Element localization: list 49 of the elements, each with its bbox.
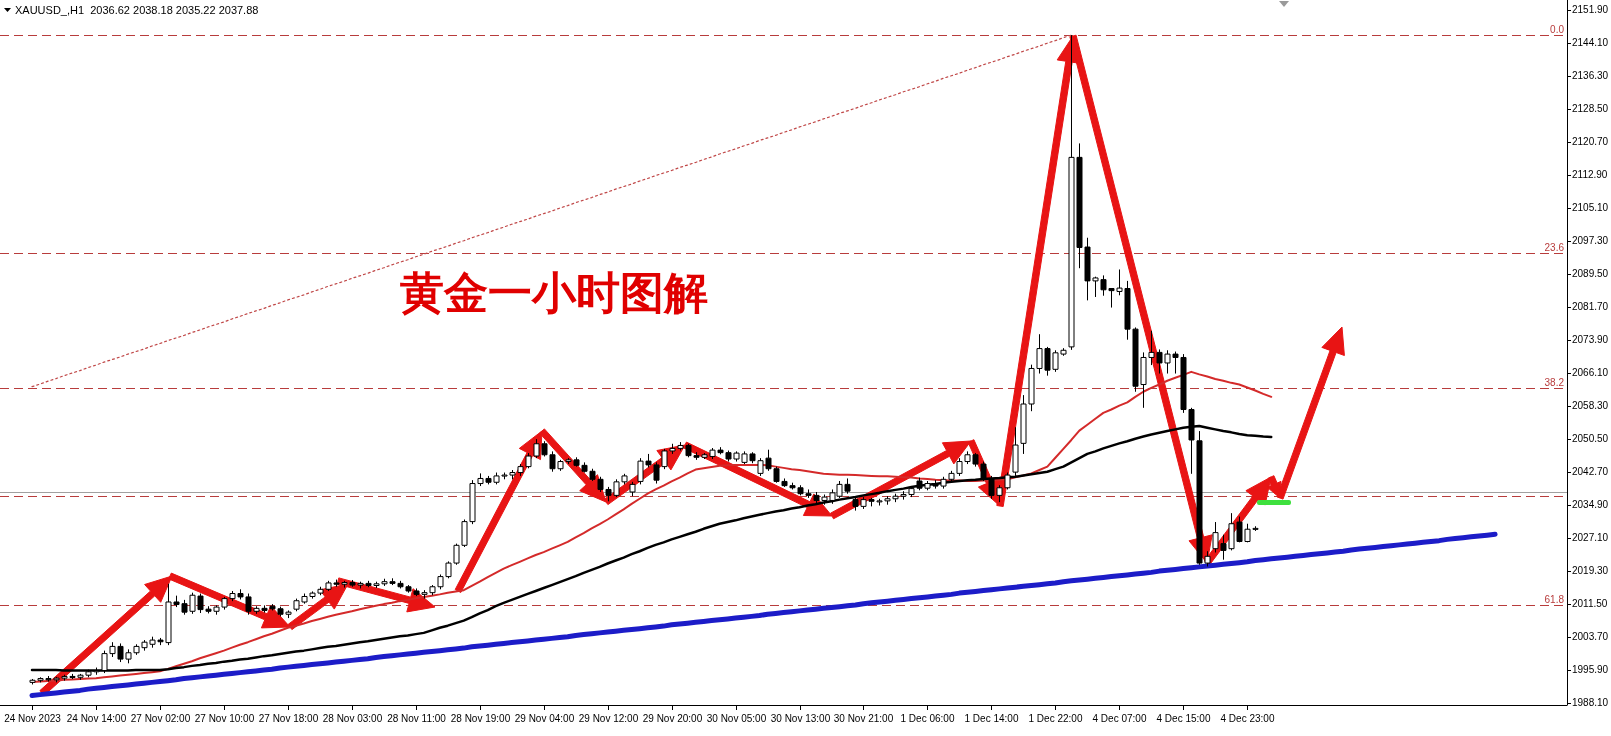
x-tick-label: 4 Dec 23:00 — [1220, 713, 1275, 724]
x-tick-label: 4 Dec 15:00 — [1156, 713, 1211, 724]
y-tick-label: 2066.10 — [1572, 367, 1609, 379]
annotation: 61.8 — [1544, 594, 1565, 606]
x-tick-label: 28 Nov 03:00 — [322, 713, 383, 724]
annotation: 0.0 — [1550, 24, 1565, 36]
y-tick-label: 2073.90 — [1572, 334, 1609, 346]
y-tick-label: 2050.50 — [1572, 433, 1609, 445]
y-tick-label: 2042.70 — [1572, 466, 1609, 478]
x-tick-label: 28 Nov 19:00 — [450, 713, 511, 724]
y-tick-label: 2097.30 — [1572, 235, 1609, 247]
y-tick-label: 2128.50 — [1572, 103, 1609, 115]
x-tick-label: 27 Nov 10:00 — [194, 713, 255, 724]
x-tick-label: 27 Nov 02:00 — [130, 713, 191, 724]
x-tick-label: 29 Nov 12:00 — [578, 713, 639, 724]
y-tick-label: 2011.50 — [1572, 598, 1608, 610]
candlestick — [629, 481, 636, 497]
x-tick-label: 24 Nov 14:00 — [66, 713, 127, 724]
x-tick-label: 1 Dec 14:00 — [964, 713, 1019, 724]
x-tick-label: 1 Dec 22:00 — [1028, 713, 1083, 724]
y-tick-label: 2027.10 — [1572, 532, 1609, 544]
y-tick-label: 1988.10 — [1572, 697, 1609, 709]
y-tick-label: 2112.90 — [1572, 169, 1608, 181]
annotation: 黄金一小时图解 — [400, 267, 708, 318]
y-tick-label: 2136.30 — [1572, 70, 1609, 82]
y-tick-label: 2019.30 — [1572, 565, 1609, 577]
chart-title: XAUUSD_,H1 2036.62 2038.18 2035.22 2037.88 — [15, 4, 259, 16]
y-tick-label: 1995.90 — [1572, 664, 1609, 676]
x-tick-label: 30 Nov 13:00 — [770, 713, 831, 724]
y-tick-label: 2151.90 — [1572, 4, 1609, 16]
x-tick-label: 24 Nov 2023 — [4, 713, 62, 724]
x-tick-label: 27 Nov 18:00 — [258, 713, 319, 724]
x-tick-label: 1 Dec 06:00 — [900, 713, 955, 724]
x-tick-label: 30 Nov 05:00 — [706, 713, 767, 724]
x-tick-label: 30 Nov 21:00 — [833, 713, 894, 724]
y-tick-label: 2105.10 — [1572, 202, 1609, 214]
y-tick-label: 2120.70 — [1572, 136, 1609, 148]
x-tick-label: 4 Dec 07:00 — [1092, 713, 1147, 724]
annotation: 23.6 — [1544, 241, 1565, 253]
x-tick-label: 28 Nov 11:00 — [387, 713, 447, 724]
y-tick-label: 2081.70 — [1572, 301, 1609, 313]
x-tick-label: 29 Nov 04:00 — [514, 713, 575, 724]
y-tick-label: 2034.90 — [1572, 499, 1609, 511]
y-tick-label: 2089.50 — [1572, 268, 1609, 280]
y-tick-label: 2144.10 — [1572, 37, 1609, 49]
annotation: 38.2 — [1544, 376, 1565, 388]
x-tick-label: 29 Nov 20:00 — [642, 713, 703, 724]
y-tick-label: 2003.70 — [1572, 631, 1609, 643]
y-tick-label: 2058.30 — [1572, 400, 1609, 412]
